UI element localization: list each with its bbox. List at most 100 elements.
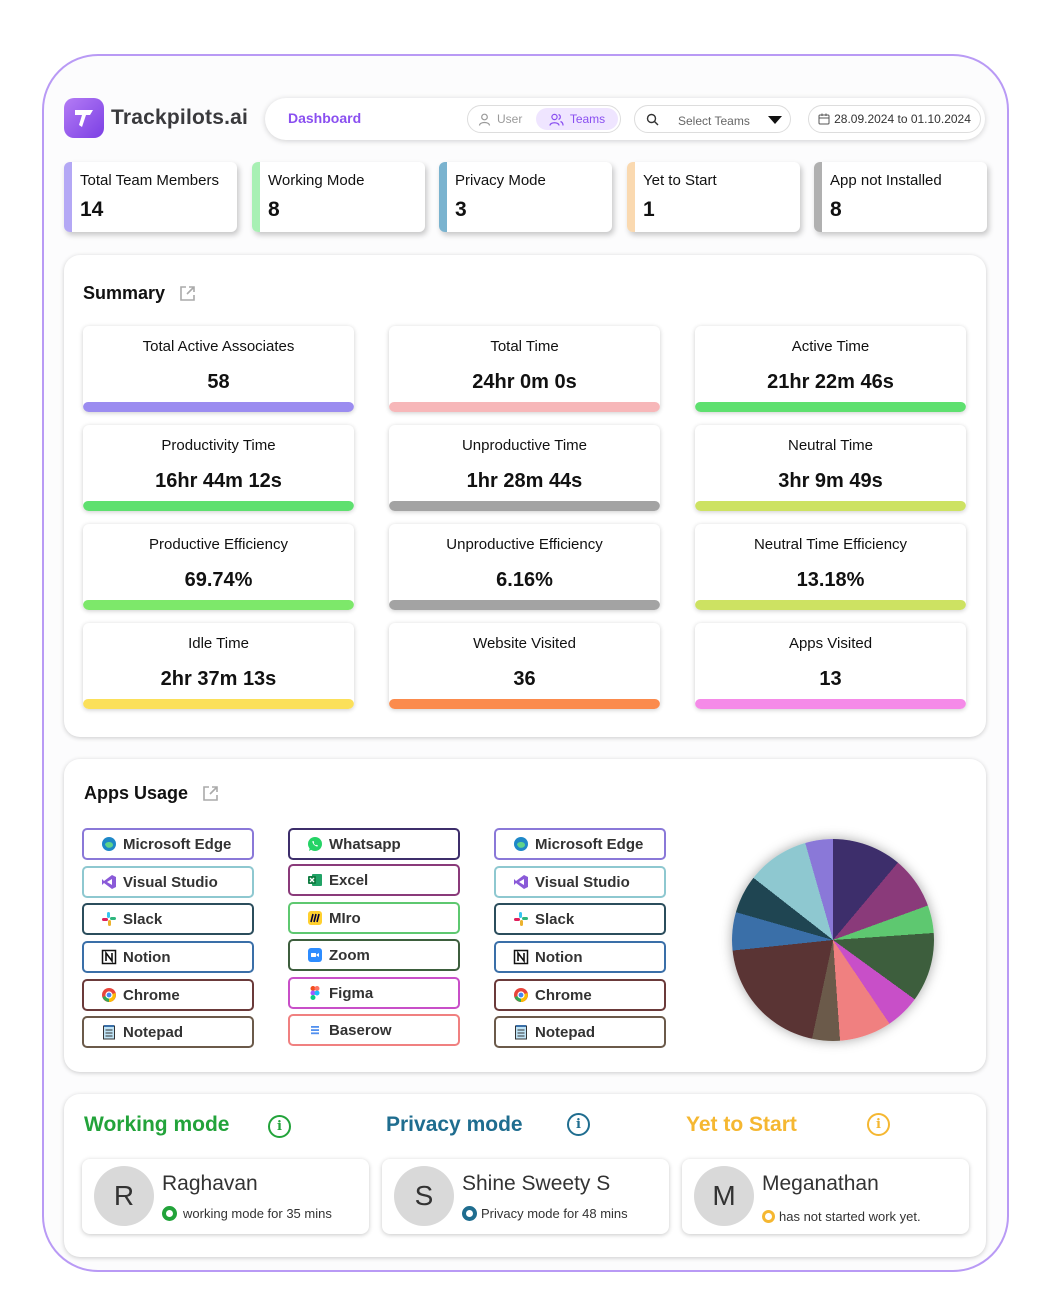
edge-icon (101, 836, 117, 852)
app-chip-microsoft-edge[interactable]: Microsoft Edge (494, 828, 666, 860)
app-chip-miro[interactable]: MIro (288, 902, 460, 934)
status-card-total[interactable]: Total Team Members 14 (64, 162, 237, 232)
metric-value: 36 (513, 668, 536, 690)
figma-icon (307, 985, 323, 1001)
app-chip-microsoft-edge[interactable]: Microsoft Edge (82, 828, 254, 860)
apps-usage-title: Apps Usage (84, 783, 219, 804)
status-card-value: 8 (268, 198, 280, 221)
app-chip-figma[interactable]: Figma (288, 977, 460, 1009)
metric-productive-efficiency: Productive Efficiency 69.74% (83, 524, 354, 610)
app-chip-whatsapp[interactable]: Whatsapp (288, 828, 460, 860)
metric-value: 3hr 9m 49s (778, 470, 883, 492)
user-status-text: Privacy mode for 48 mins (481, 1206, 628, 1221)
miro-icon (307, 910, 323, 926)
status-card-label: Total Team Members (80, 172, 219, 189)
search-icon (646, 113, 659, 126)
status-dot-icon (762, 1210, 775, 1223)
user-status-text: has not started work yet. (779, 1209, 921, 1224)
metric-label: Total Active Associates (142, 338, 295, 355)
metric-value: 1hr 28m 44s (466, 470, 583, 492)
user-card-privacy[interactable]: S Shine Sweety S Privacy mode for 48 min… (382, 1159, 669, 1234)
app-chip-label: Notepad (535, 1023, 595, 1041)
chevron-down-icon (768, 116, 782, 124)
app-chip-baserow[interactable]: Baserow (288, 1014, 460, 1046)
external-link-icon[interactable] (179, 285, 196, 302)
metric-bar (83, 699, 354, 709)
status-card-accent (64, 162, 72, 232)
metric-bar (695, 600, 966, 610)
app-chip-excel[interactable]: Excel (288, 864, 460, 896)
metric-active-time: Active Time 21hr 22m 46s (695, 326, 966, 412)
status-card-privacy[interactable]: Privacy Mode 3 (439, 162, 612, 232)
metric-value: 69.74% (184, 569, 253, 591)
avatar: M (694, 1166, 754, 1226)
external-link-icon[interactable] (202, 785, 219, 802)
app-chip-label: Excel (329, 871, 369, 889)
status-card-label: App not Installed (830, 172, 942, 189)
app-chip-visual-studio[interactable]: Visual Studio (82, 866, 254, 898)
user-icon (478, 113, 491, 126)
slack-icon (513, 911, 529, 927)
metric-value: 2hr 37m 13s (160, 668, 277, 690)
chrome-icon (513, 987, 529, 1003)
top-bar: Dashboard User Teams Select Teams 28.09.… (265, 98, 985, 140)
metric-label: Active Time (791, 338, 870, 355)
user-card-working[interactable]: R Raghavan working mode for 35 mins (82, 1159, 369, 1234)
avatar: R (94, 1166, 154, 1226)
app-chip-slack[interactable]: Slack (82, 903, 254, 935)
baserow-icon (307, 1022, 323, 1038)
app-chip-label: Microsoft Edge (123, 835, 232, 853)
metric-bar (83, 600, 354, 610)
app-chip-label: Figma (329, 984, 374, 1002)
metric-bar (695, 501, 966, 511)
app-chip-label: Whatsapp (329, 835, 401, 853)
app-chip-chrome[interactable]: Chrome (494, 979, 666, 1011)
app-chip-notepad[interactable]: Notepad (82, 1016, 254, 1048)
metric-bar (389, 501, 660, 511)
metric-neutral-time-efficiency: Neutral Time Efficiency 13.18% (695, 524, 966, 610)
metric-bar (83, 501, 354, 511)
page-title[interactable]: Dashboard (288, 110, 362, 126)
team-select[interactable]: Select Teams (634, 105, 791, 133)
app-chip-zoom[interactable]: Zoom (288, 939, 460, 971)
toggle-user[interactable]: User (478, 112, 522, 126)
user-card-yet-to-start[interactable]: M Meganathan has not started work yet. (682, 1159, 969, 1234)
metric-productivity-time: Productivity Time 16hr 44m 12s (83, 425, 354, 511)
status-card-working[interactable]: Working Mode 8 (252, 162, 425, 232)
toggle-user-label: User (497, 112, 523, 126)
metric-value: 24hr 0m 0s (472, 371, 577, 393)
app-chip-visual-studio[interactable]: Visual Studio (494, 866, 666, 898)
metric-value: 6.16% (496, 569, 553, 591)
app-chip-notion[interactable]: Notion (82, 941, 254, 973)
status-card-not-installed[interactable]: App not Installed 8 (814, 162, 987, 232)
toggle-teams[interactable]: Teams (536, 108, 618, 130)
app-chip-chrome[interactable]: Chrome (82, 979, 254, 1011)
app-chip-notepad[interactable]: Notepad (494, 1016, 666, 1048)
user-name: Meganathan (762, 1172, 879, 1195)
status-card-label: Yet to Start (643, 172, 717, 189)
apps-usage-title-text: Apps Usage (84, 783, 189, 803)
app-chip-notion[interactable]: Notion (494, 941, 666, 973)
info-icon[interactable]: i (567, 1113, 590, 1136)
status-card-yet-to-start[interactable]: Yet to Start 1 (627, 162, 800, 232)
metric-value: 13 (819, 668, 842, 690)
date-range-picker[interactable]: 28.09.2024 to 01.10.2024 (808, 105, 981, 133)
metric-unproductive-efficiency: Unproductive Efficiency 6.16% (389, 524, 660, 610)
app-chip-label: Slack (535, 910, 575, 928)
edge-icon (513, 836, 529, 852)
user-status: has not started work yet. (762, 1209, 921, 1224)
status-dot-icon (462, 1206, 477, 1221)
user-name: Shine Sweety S (462, 1172, 611, 1195)
metric-bar (695, 699, 966, 709)
zoom-icon (307, 947, 323, 963)
slack-icon (101, 911, 117, 927)
yet-to-start-title: Yet to Start (686, 1113, 797, 1136)
app-chip-slack[interactable]: Slack (494, 903, 666, 935)
status-card-value: 8 (830, 198, 842, 221)
metric-bar (389, 699, 660, 709)
info-icon[interactable]: i (268, 1115, 291, 1138)
app-chip-label: Chrome (123, 986, 180, 1004)
metric-label: Unproductive Time (461, 437, 588, 454)
info-icon[interactable]: i (867, 1113, 890, 1136)
app-chip-label: Notion (123, 948, 171, 966)
